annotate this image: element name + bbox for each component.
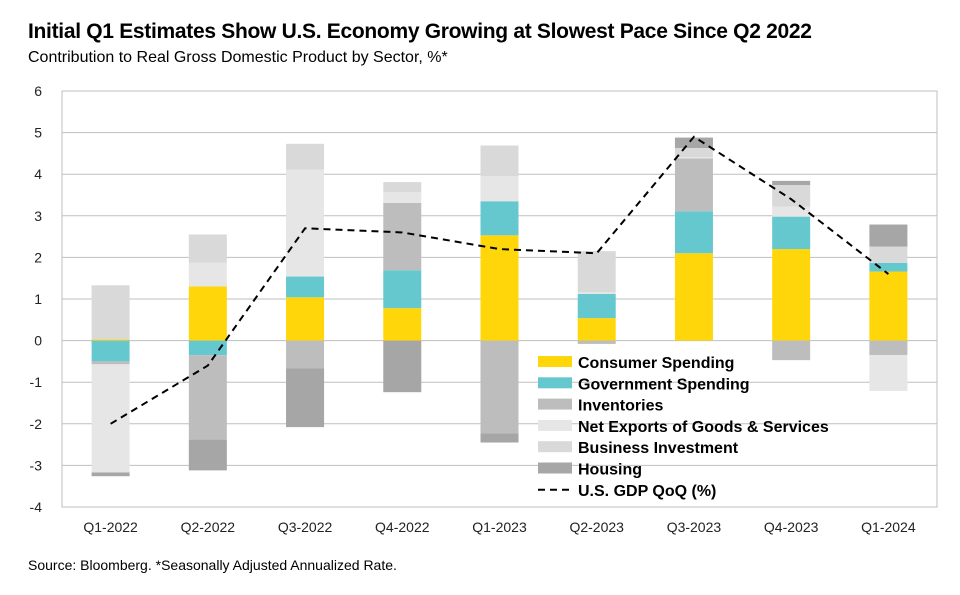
bar-business-investment-Q4-2023 [772, 185, 811, 207]
bar-inventories-Q1-2024 [869, 340, 908, 356]
bar-housing-Q1-2022 [91, 472, 130, 477]
bar-business-investment-Q3-2022 [286, 143, 325, 170]
bar-business-investment-Q2-2022 [188, 234, 227, 263]
bar-business-investment-Q1-2023 [480, 145, 519, 177]
bar-government-spending-Q1-2023 [480, 201, 519, 236]
bar-business-investment-Q4-2022 [383, 182, 422, 193]
bar-housing-Q1-2024 [869, 224, 908, 247]
bar-government-spending-Q3-2022 [286, 276, 325, 298]
bar-consumer-spending-Q3-2022 [286, 297, 325, 341]
bar-housing-Q3-2023 [674, 137, 713, 148]
legend-label: Inventories [578, 398, 663, 415]
x-tick-label: Q3-2022 [278, 519, 333, 535]
chart-subtitle: Contribution to Real Gross Domestic Prod… [28, 49, 448, 66]
bar-net-exports-of-goods-services-Q4-2022 [383, 192, 422, 203]
legend-label: Housing [578, 462, 642, 479]
y-tick-label: 6 [34, 83, 42, 99]
bar-net-exports-of-goods-services-Q1-2024 [869, 355, 908, 391]
legend-label: Business Investment [578, 440, 739, 457]
plot-frame [61, 90, 938, 508]
bar-net-exports-of-goods-services-Q1-2022 [91, 364, 130, 473]
bar-consumer-spending-Q4-2022 [383, 308, 422, 341]
x-tick-label: Q1-2022 [83, 519, 138, 535]
y-tick-label: 1 [34, 291, 42, 307]
legend-swatch [538, 398, 572, 410]
bar-inventories-Q2-2022 [188, 355, 227, 440]
bar-government-spending-Q1-2022 [91, 340, 130, 362]
y-tick-label: -4 [30, 499, 43, 515]
bar-business-investment-Q1-2024 [869, 246, 908, 263]
bar-government-spending-Q2-2022 [188, 340, 227, 356]
bar-inventories-Q3-2023 [674, 158, 713, 212]
bar-housing-Q3-2022 [286, 368, 325, 428]
bar-housing-Q4-2022 [383, 340, 422, 393]
bar-inventories-Q2-2023 [577, 340, 616, 344]
y-tick-label: 0 [34, 333, 42, 349]
bar-housing-Q4-2023 [772, 180, 811, 186]
y-tick-label: 2 [34, 249, 42, 265]
bar-housing-Q1-2023 [480, 433, 519, 443]
bar-net-exports-of-goods-services-Q2-2022 [188, 262, 227, 287]
x-tick-label: Q1-2024 [861, 519, 916, 535]
bar-consumer-spending-Q1-2024 [869, 271, 908, 341]
y-tick-label: 3 [34, 208, 42, 224]
bar-consumer-spending-Q3-2023 [674, 253, 713, 341]
bar-inventories-Q4-2022 [383, 202, 422, 271]
legend-label: Consumer Spending [578, 355, 734, 372]
y-tick-label: -3 [30, 457, 43, 473]
bar-government-spending-Q3-2023 [674, 211, 713, 254]
legend-label: U.S. GDP QoQ (%) [578, 483, 716, 500]
chart-source: Source: Bloomberg. *Seasonally Adjusted … [28, 557, 397, 573]
bar-consumer-spending-Q1-2022 [91, 339, 130, 341]
legend-swatch [538, 462, 572, 474]
bar-housing-Q2-2022 [188, 439, 227, 471]
bar-government-spending-Q2-2023 [577, 294, 616, 319]
bar-inventories-Q1-2022 [91, 361, 130, 365]
x-tick-label: Q2-2023 [569, 519, 624, 535]
bar-consumer-spending-Q2-2023 [577, 318, 616, 341]
bar-business-investment-Q3-2023 [674, 147, 713, 158]
bar-net-exports-of-goods-services-Q4-2023 [772, 206, 811, 217]
gdp-line [110, 135, 889, 425]
bar-business-investment-Q2-2023 [577, 251, 616, 293]
legend-swatch [538, 356, 572, 367]
bar-consumer-spending-Q2-2022 [188, 286, 227, 341]
x-tick-label: Q1-2023 [472, 519, 527, 535]
legend-swatch [538, 419, 572, 431]
bar-net-exports-of-goods-services-Q2-2023 [577, 292, 616, 295]
x-tick-label: Q4-2022 [375, 519, 430, 535]
y-tick-label: 4 [34, 166, 42, 182]
bar-government-spending-Q4-2022 [383, 270, 422, 309]
bar-net-exports-of-goods-services-Q1-2023 [480, 176, 519, 202]
bar-consumer-spending-Q4-2023 [772, 249, 811, 341]
legend-swatch [538, 441, 572, 453]
chart-title: Initial Q1 Estimates Show U.S. Economy G… [28, 20, 812, 43]
x-tick-label: Q2-2022 [181, 519, 236, 535]
x-tick-label: Q3-2023 [667, 519, 722, 535]
bar-government-spending-Q1-2024 [869, 262, 908, 272]
legend-swatch [538, 377, 572, 389]
bar-inventories-Q3-2022 [286, 340, 325, 369]
legend-label: Net Exports of Goods & Services [578, 419, 829, 436]
bar-inventories-Q1-2023 [480, 340, 519, 434]
y-tick-label: -1 [30, 374, 43, 390]
bar-inventories-Q4-2023 [772, 340, 811, 361]
y-tick-label: 5 [34, 125, 42, 141]
bar-net-exports-of-goods-services-Q3-2023 [674, 157, 713, 159]
bar-government-spending-Q4-2023 [772, 216, 811, 250]
y-tick-label: -2 [30, 416, 43, 432]
bar-business-investment-Q1-2022 [91, 285, 130, 340]
bar-consumer-spending-Q1-2023 [480, 235, 519, 341]
x-tick-label: Q4-2023 [764, 519, 819, 535]
bar-net-exports-of-goods-services-Q3-2022 [286, 169, 325, 277]
legend-label: Government Spending [578, 376, 750, 393]
